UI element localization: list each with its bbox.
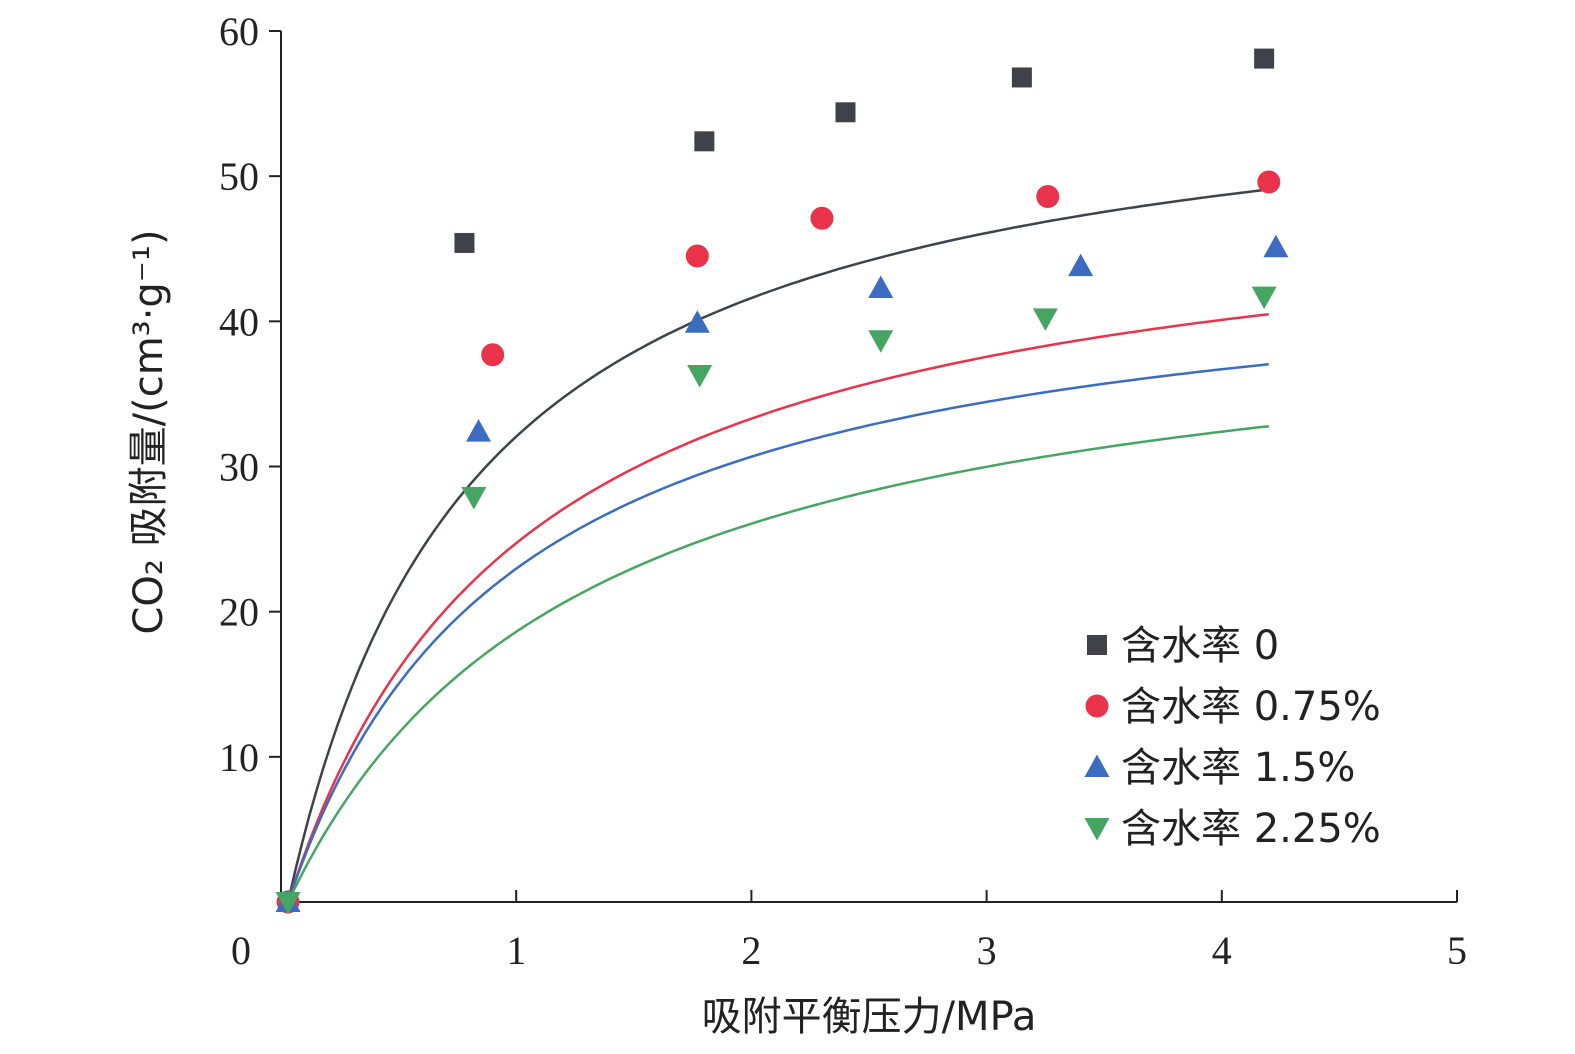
data-point	[868, 330, 894, 353]
y-tick-label: 10	[219, 735, 259, 780]
x-axis-title: 吸附平衡压力/MPa	[702, 994, 1037, 1040]
legend-marker	[1087, 635, 1107, 655]
legend-label: 含水率 0.75%	[1121, 684, 1381, 730]
data-point	[868, 275, 894, 298]
data-point	[454, 232, 475, 253]
y-tick-label: 50	[219, 154, 259, 199]
fit-line	[286, 312, 1269, 903]
fit-line	[286, 424, 1269, 903]
data-point	[694, 131, 715, 152]
y-axis-title: CO₂ 吸附量/(cm³·g⁻¹)	[126, 229, 172, 634]
data-point	[1251, 286, 1277, 310]
x-ticks: 0 1 2 3 4 5	[231, 890, 1467, 973]
data-point	[1254, 48, 1275, 69]
x-tick-label: 5	[1447, 928, 1467, 973]
data-point	[481, 343, 505, 367]
legend-marker	[1084, 754, 1110, 777]
markers	[275, 48, 1289, 915]
data-point	[687, 365, 713, 388]
y-tick-label: 20	[219, 590, 259, 635]
data-point	[1068, 253, 1094, 277]
data-point	[1263, 234, 1289, 258]
legend-label: 含水率 1.5%	[1121, 745, 1355, 791]
data-point	[275, 892, 301, 915]
x-tick-label: 3	[977, 928, 997, 973]
fit-lines	[286, 188, 1269, 903]
y-tick-label: 40	[219, 299, 259, 344]
data-point	[461, 486, 487, 510]
legend-label: 含水率 2.25%	[1121, 806, 1381, 852]
x-tick-label: 0	[231, 928, 251, 973]
data-point	[466, 419, 492, 442]
fit-line	[286, 363, 1269, 903]
data-point	[1032, 308, 1058, 331]
legend-label: 含水率 0	[1121, 623, 1279, 669]
data-point	[835, 102, 856, 123]
data-point	[685, 244, 709, 268]
data-point	[1257, 170, 1281, 194]
y-tick-label: 60	[219, 9, 259, 54]
x-tick-label: 4	[1212, 928, 1232, 973]
legend: 含水率 0 含水率 0.75% 含水率 1.5% 含水率 2.25%	[1084, 623, 1381, 852]
y-ticks: 10 20 30 40 50 60	[219, 9, 281, 780]
data-point	[684, 310, 710, 333]
legend-marker	[1085, 694, 1109, 718]
data-point	[1011, 67, 1032, 88]
fit-line	[286, 188, 1269, 903]
x-tick-label: 2	[741, 928, 761, 973]
legend-marker	[1084, 818, 1110, 841]
y-tick-label: 30	[219, 445, 259, 490]
data-point	[1036, 184, 1060, 208]
data-point	[810, 206, 834, 230]
x-tick-label: 1	[506, 928, 526, 973]
